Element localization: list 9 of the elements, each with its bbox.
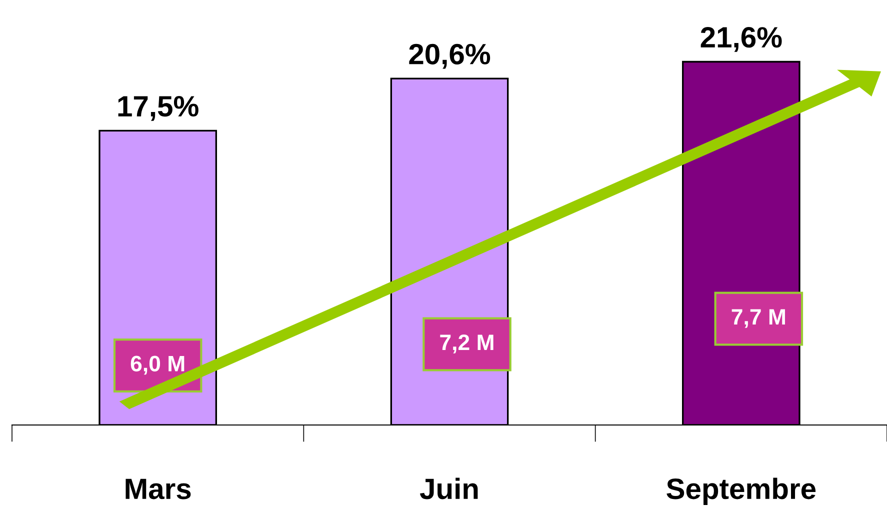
data-label: 20,6% (409, 44, 490, 69)
x-tick-label: Juin (420, 478, 478, 500)
data-label: 17,5% (118, 96, 198, 121)
annotation: 7,2 M (440, 334, 494, 354)
annotation: 6,0 M (130, 356, 184, 375)
x-tick-label: Septembre (666, 478, 816, 505)
annotation: 7,7 M (732, 309, 785, 328)
data-label: 21,6% (700, 27, 782, 52)
x-tick-label: Mars (126, 478, 191, 500)
